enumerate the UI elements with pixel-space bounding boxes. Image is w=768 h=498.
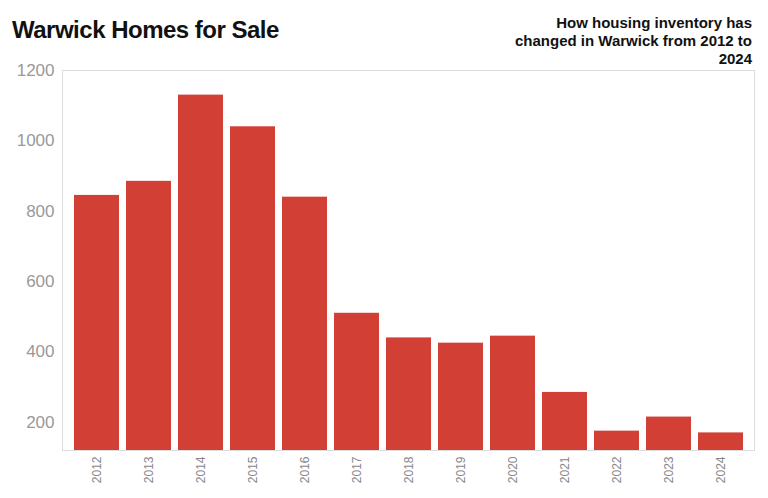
svg-text:400: 400 [26, 342, 54, 361]
svg-text:2013: 2013 [142, 456, 156, 483]
html-text:Warwick Homes for Sale: Warwick Homes for Sale [12, 16, 279, 43]
svg-text:2022: 2022 [610, 456, 624, 483]
svg-text:2024: 2024 [714, 456, 728, 483]
html-text:How housing inventory has chan: How housing inventory has changed in War… [515, 14, 752, 67]
svg-text:2021: 2021 [558, 456, 572, 483]
svg-text:800: 800 [26, 202, 54, 221]
svg-text:2017: 2017 [350, 456, 364, 483]
svg-text:600: 600 [26, 272, 54, 291]
svg-text:1200: 1200 [17, 61, 55, 80]
svg-text:2019: 2019 [454, 456, 468, 483]
svg-text:2016: 2016 [298, 456, 312, 483]
svg-text:2015: 2015 [246, 456, 260, 483]
svg-text:200: 200 [26, 413, 54, 432]
svg-text:2014: 2014 [194, 456, 208, 483]
svg-text:2012: 2012 [90, 456, 104, 483]
svg-text:2023: 2023 [662, 456, 676, 483]
svg-text:1000: 1000 [17, 131, 55, 150]
svg-text:2018: 2018 [402, 456, 416, 483]
svg-text:2020: 2020 [506, 456, 520, 483]
